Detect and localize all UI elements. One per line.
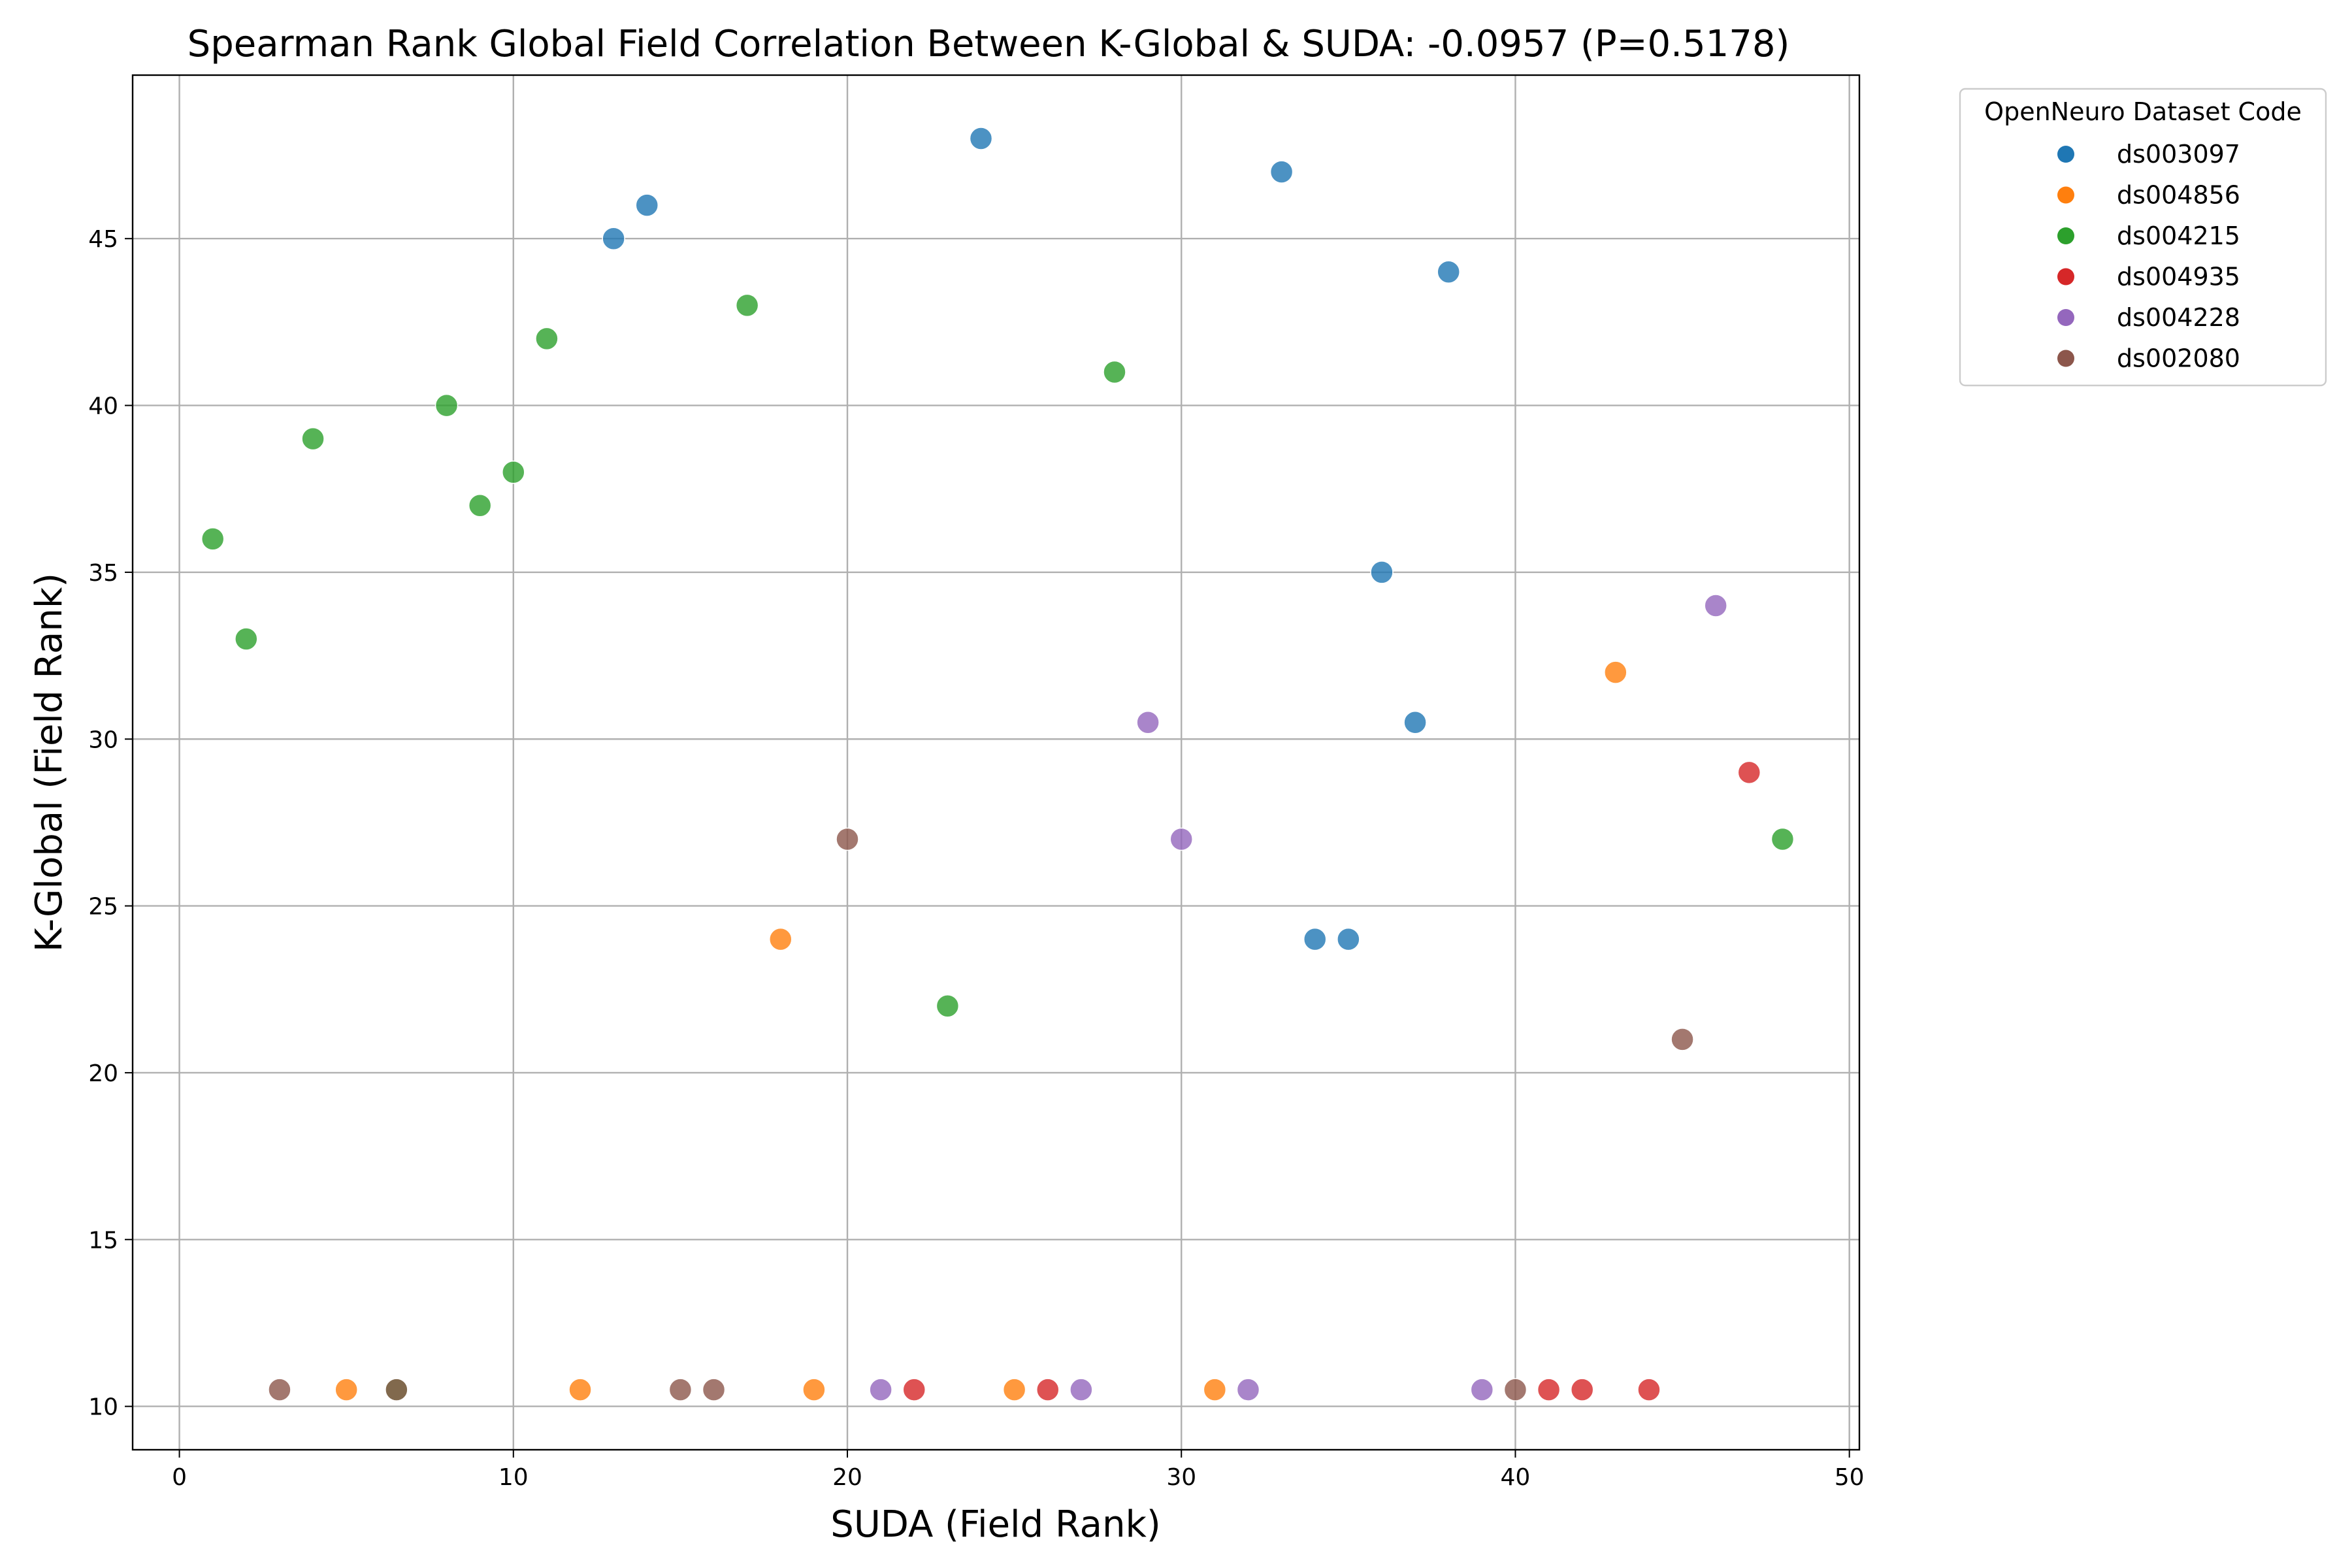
data-point-ds002080 — [702, 1378, 726, 1401]
data-point-ds004215 — [301, 427, 325, 451]
data-point-ds004228 — [1236, 1378, 1260, 1401]
data-point-ds004935 — [1537, 1378, 1561, 1401]
legend: OpenNeuro Dataset Code ds003097ds004856d… — [1959, 88, 2327, 387]
data-point-ds004215 — [1103, 360, 1126, 384]
data-point-ds004215 — [535, 327, 559, 351]
legend-label: ds004935 — [2117, 263, 2240, 291]
data-point-ds004228 — [1070, 1378, 1093, 1401]
data-point-ds004215 — [502, 460, 525, 484]
data-point-ds003097 — [635, 193, 659, 217]
legend-items: ds003097 ds004856 ds004215 ds004935 ds004228… — [2057, 140, 2240, 373]
y-tick-label: 45 — [88, 226, 118, 253]
legend-marker — [2057, 186, 2074, 204]
legend-label: ds004228 — [2117, 303, 2240, 332]
y-tick-label: 40 — [88, 393, 118, 420]
legend-label: ds004856 — [2117, 181, 2240, 210]
data-point-ds004856 — [802, 1378, 826, 1401]
x-axis-ticks: 0 10 20 30 40 50 — [172, 1450, 1865, 1491]
y-tick-label: 20 — [88, 1060, 118, 1087]
x-tick-label: 30 — [1166, 1464, 1196, 1491]
y-tick-label: 15 — [88, 1227, 118, 1254]
data-point-ds004228 — [1470, 1378, 1494, 1401]
data-point-ds004215 — [201, 527, 225, 551]
legend-marker — [2057, 146, 2074, 163]
y-axis-ticks: 10 15 20 25 30 35 40 45 — [88, 226, 133, 1421]
legend-box — [1959, 88, 2327, 387]
data-point-ds002080 — [668, 1378, 693, 1401]
legend-marker — [2057, 309, 2074, 326]
data-point-ds003097 — [1269, 160, 1294, 184]
legend-item-ds002080: ds002080 — [2057, 344, 2240, 373]
legend-label: ds004215 — [2117, 221, 2240, 250]
data-point-ds004215 — [936, 994, 960, 1018]
data-point-ds004856 — [1203, 1378, 1227, 1401]
data-point-ds004228 — [1169, 827, 1193, 851]
chart-title: Spearman Rank Global Field Correlation B… — [188, 23, 1790, 65]
x-tick-label: 0 — [172, 1464, 187, 1491]
y-tick-label: 35 — [88, 560, 118, 587]
data-point-ds003097 — [1403, 710, 1427, 734]
data-point-ds004856 — [568, 1378, 592, 1401]
data-point-ds002080 — [836, 827, 859, 851]
legend-item-ds004856: ds004856 — [2057, 181, 2240, 210]
data-point-ds004935 — [1036, 1378, 1060, 1401]
legend-marker — [2057, 350, 2074, 367]
data-point-ds002080 — [1503, 1378, 1527, 1401]
data-point-ds004215 — [735, 293, 759, 318]
data-point-ds004935 — [1737, 760, 1761, 785]
y-tick-label: 30 — [88, 727, 118, 753]
data-point-ds003097 — [969, 127, 993, 150]
data-point-ds004215 — [1771, 827, 1795, 851]
x-tick-label: 50 — [1835, 1464, 1865, 1491]
data-point-ds004856 — [335, 1378, 358, 1401]
legend-marker — [2057, 227, 2074, 244]
data-point-ds004856 — [1604, 661, 1627, 684]
data-point-ds004228 — [1136, 710, 1160, 734]
data-point-ds004215 — [468, 494, 492, 517]
plot-area-frame — [131, 74, 1861, 1451]
legend-title: OpenNeuro Dataset Code — [1984, 97, 2302, 126]
x-tick-label: 10 — [498, 1464, 529, 1491]
data-point-ds002080 — [268, 1378, 291, 1401]
x-tick-label: 20 — [832, 1464, 862, 1491]
data-point-ds004228 — [869, 1378, 892, 1401]
legend-label: ds003097 — [2117, 140, 2240, 169]
data-point-ds004228 — [1704, 594, 1727, 617]
y-tick-label: 10 — [88, 1394, 118, 1421]
data-point-ds002080 — [385, 1378, 408, 1401]
data-point-ds003097 — [1337, 927, 1360, 951]
data-point-ds003097 — [1370, 561, 1394, 584]
y-tick-label: 25 — [88, 894, 118, 921]
legend-item-ds003097: ds003097 — [2057, 140, 2240, 169]
data-point-ds003097 — [1437, 260, 1460, 284]
data-point-ds004935 — [902, 1378, 926, 1401]
data-point-ds004935 — [1570, 1378, 1594, 1401]
grid-lines — [133, 75, 1859, 1450]
legend-item-ds004935: ds004935 — [2057, 263, 2240, 291]
legend-item-ds004228: ds004228 — [2057, 303, 2240, 332]
data-point-ds003097 — [1303, 927, 1327, 951]
x-axis-label: SUDA (Field Rank) — [830, 1503, 1160, 1546]
data-point-ds002080 — [1671, 1028, 1694, 1051]
x-tick-label: 40 — [1501, 1464, 1531, 1491]
legend-marker — [2057, 268, 2074, 286]
legend-label: ds002080 — [2117, 344, 2240, 373]
y-axis-label: K-Global (Field Rank) — [28, 573, 71, 952]
data-point-ds004215 — [235, 627, 258, 651]
data-points — [201, 127, 1795, 1401]
data-point-ds004935 — [1637, 1378, 1661, 1401]
data-point-ds003097 — [602, 227, 625, 250]
legend-item-ds004215: ds004215 — [2057, 221, 2240, 250]
data-point-ds004856 — [769, 927, 792, 951]
data-point-ds004856 — [1002, 1378, 1026, 1401]
data-point-ds004215 — [434, 393, 459, 417]
